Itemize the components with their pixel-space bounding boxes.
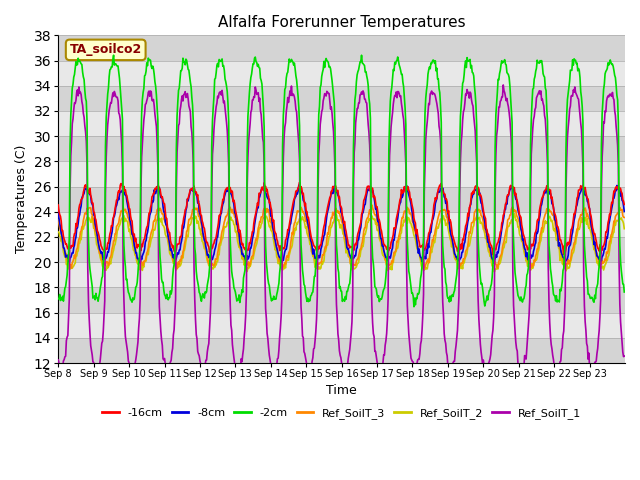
Y-axis label: Temperatures (C): Temperatures (C) <box>15 145 28 253</box>
Bar <box>58 36 625 60</box>
Legend: -16cm, -8cm, -2cm, Ref_SoilT_3, Ref_SoilT_2, Ref_SoilT_1: -16cm, -8cm, -2cm, Ref_SoilT_3, Ref_Soil… <box>98 403 586 423</box>
Bar <box>58 86 625 111</box>
Bar <box>58 187 625 212</box>
Bar <box>58 60 625 86</box>
Bar <box>58 312 625 338</box>
Bar <box>58 338 625 363</box>
Bar <box>58 212 625 237</box>
X-axis label: Time: Time <box>326 384 357 397</box>
Bar <box>58 237 625 262</box>
Bar <box>58 111 625 136</box>
Text: TA_soilco2: TA_soilco2 <box>70 43 142 56</box>
Bar <box>58 136 625 161</box>
Bar <box>58 288 625 312</box>
Bar <box>58 262 625 288</box>
Bar <box>58 161 625 187</box>
Title: Alfalfa Forerunner Temperatures: Alfalfa Forerunner Temperatures <box>218 15 465 30</box>
